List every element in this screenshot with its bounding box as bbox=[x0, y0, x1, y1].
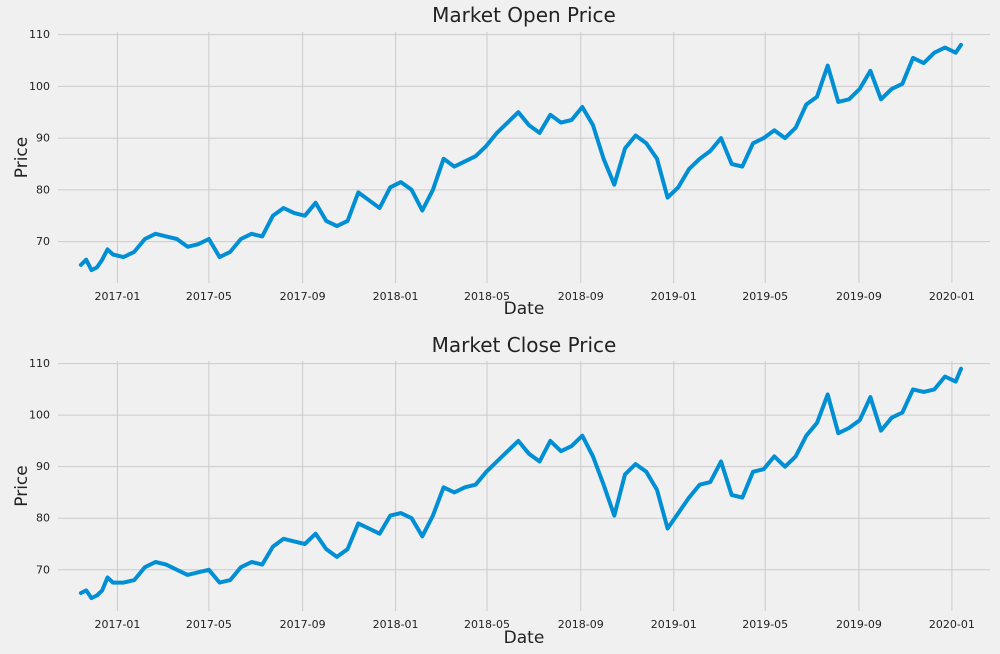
x-tick-label: 2018-09 bbox=[558, 290, 604, 303]
y-axis-label: Price bbox=[12, 137, 32, 178]
x-tick-label: 2018-05 bbox=[464, 290, 510, 303]
y-axis-label: Price bbox=[12, 465, 32, 506]
y-tick-label: 100 bbox=[29, 80, 50, 93]
x-tick-label: 2017-01 bbox=[94, 618, 140, 631]
y-tick-label: 70 bbox=[36, 235, 50, 248]
y-tick-label: 100 bbox=[29, 409, 50, 422]
y-tick-label: 70 bbox=[36, 563, 50, 576]
x-tick-label: 2017-05 bbox=[186, 290, 232, 303]
series-line-open bbox=[78, 42, 963, 273]
x-tick-label: 2019-09 bbox=[836, 618, 882, 631]
y-tick-label: 90 bbox=[36, 460, 50, 473]
y-tick-label: 80 bbox=[36, 512, 50, 525]
x-tick-label: 2019-05 bbox=[742, 290, 788, 303]
x-tick-label: 2019-01 bbox=[651, 290, 697, 303]
x-axis-label: Date bbox=[504, 628, 545, 648]
series-line-close bbox=[78, 366, 963, 601]
close-price-chart: Market Close Price Date Price 70 80 90 100 1… bbox=[12, 333, 990, 648]
x-tick-label: 2017-01 bbox=[94, 290, 140, 303]
chart-title: Market Open Price bbox=[432, 3, 616, 27]
x-axis-label: Date bbox=[504, 299, 545, 319]
x-tick-label: 2018-01 bbox=[373, 290, 419, 303]
x-tick-label: 2017-09 bbox=[280, 618, 326, 631]
x-tick-label: 2018-05 bbox=[464, 618, 510, 631]
x-tick-label: 2019-09 bbox=[836, 290, 882, 303]
x-tick-label: 2017-05 bbox=[186, 618, 232, 631]
x-tick-label: 2020-01 bbox=[929, 290, 975, 303]
x-tick-label: 2018-09 bbox=[558, 618, 604, 631]
y-tick-label: 110 bbox=[29, 357, 50, 370]
x-tick-label: 2020-01 bbox=[929, 618, 975, 631]
y-tick-label: 80 bbox=[36, 183, 50, 196]
y-tick-label: 110 bbox=[29, 28, 50, 41]
chart-title: Market Close Price bbox=[432, 333, 617, 357]
x-tick-label: 2018-01 bbox=[373, 618, 419, 631]
open-price-chart: Market Open Price Date Price 70 80 90 100 11… bbox=[12, 3, 990, 319]
y-tick-label: 90 bbox=[36, 132, 50, 145]
x-tick-label: 2019-05 bbox=[742, 618, 788, 631]
x-tick-label: 2019-01 bbox=[651, 618, 697, 631]
x-tick-label: 2017-09 bbox=[280, 290, 326, 303]
